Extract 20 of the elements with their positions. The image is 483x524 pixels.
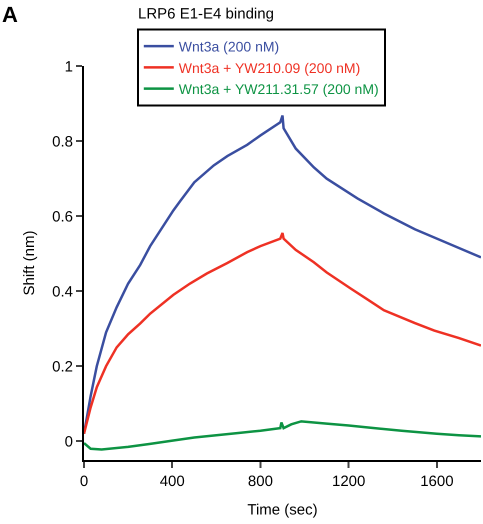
y-tick-label: 1 bbox=[64, 58, 73, 76]
x-tick-label: 0 bbox=[80, 473, 88, 490]
x-tick-label: 800 bbox=[248, 473, 273, 490]
text: A bbox=[2, 2, 18, 27]
y-axis-title: Shift (nm) bbox=[20, 230, 38, 296]
legend-label: Wnt3a + YW210.09 (200 nM) bbox=[178, 60, 360, 76]
legend-label: Wnt3a (200 nM) bbox=[178, 38, 280, 55]
legend-label: Wnt3a + YW211.31.57 (200 nM) bbox=[178, 81, 379, 98]
x-axis-title: Time (sec) bbox=[247, 502, 318, 518]
line-series bbox=[84, 420, 481, 451]
y-tick-label: 0.6 bbox=[52, 208, 73, 226]
y-tick-label: 0.8 bbox=[52, 133, 73, 150]
chart-title: LRP6 E1-E4 binding bbox=[138, 6, 274, 22]
x-tick-label: 1600 bbox=[420, 473, 454, 490]
y-tick-label: 0.4 bbox=[52, 283, 73, 300]
x-tick-label: 1200 bbox=[332, 473, 366, 490]
y-tick-label: 0 bbox=[64, 433, 73, 450]
x-tick-label: 400 bbox=[160, 473, 185, 490]
line-series bbox=[84, 232, 481, 435]
y-tick-label: 0.2 bbox=[52, 358, 73, 376]
